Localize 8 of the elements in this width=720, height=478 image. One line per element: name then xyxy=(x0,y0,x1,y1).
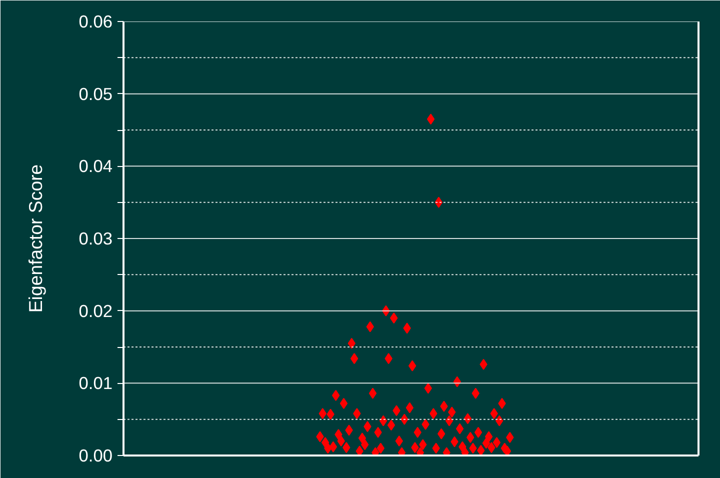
y-axis-title: Eigenfactor Score xyxy=(24,164,46,313)
y-tick-label: 0.05 xyxy=(78,84,113,104)
y-tick-label: 0.02 xyxy=(78,300,113,321)
y-tick-label: 0.00 xyxy=(78,446,113,466)
y-tick-label: 0.03 xyxy=(78,228,113,248)
y-tick-label: 0.04 xyxy=(78,156,113,176)
y-tick-label: 0.01 xyxy=(78,373,113,394)
y-tick-label: 0.06 xyxy=(78,12,113,32)
